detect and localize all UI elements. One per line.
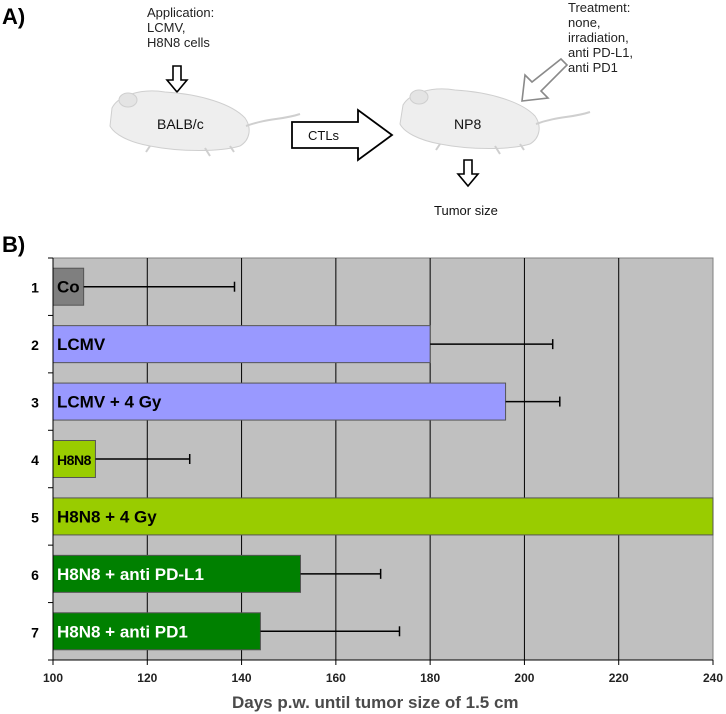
x-axis-label: Days p.w. until tumor size of 1.5 cm bbox=[232, 693, 519, 712]
x-tick-label: 120 bbox=[137, 671, 157, 685]
ctl-transfer-arrow-icon bbox=[291, 108, 394, 162]
mouse1-label: BALB/c bbox=[157, 116, 204, 132]
treatment-note: Treatment: none, irradiation, anti PD-L1… bbox=[568, 0, 634, 75]
row-number-label: 5 bbox=[31, 509, 39, 525]
axes: 100 120 140 160 180 200 220 240 1 2 3 4 5 6 7 bbox=[31, 257, 723, 685]
row-number-label: 4 bbox=[31, 452, 39, 468]
bars: Co LCMV LCMV + 4 Gy H8N8 H8N8 + 4 Gy H8N8 + a… bbox=[52, 267, 714, 651]
x-tick-label: 160 bbox=[326, 671, 346, 685]
row-number-label: 2 bbox=[31, 337, 39, 353]
x-tick-label: 180 bbox=[420, 671, 440, 685]
row-number-label: 7 bbox=[31, 624, 39, 640]
tumor-size-arrow-icon bbox=[456, 159, 480, 188]
bar-label: H8N8 bbox=[57, 452, 92, 468]
row-number-label: 3 bbox=[31, 395, 39, 411]
mouse2-label: NP8 bbox=[454, 116, 482, 132]
panel-a-label: A) bbox=[2, 4, 26, 29]
bar bbox=[52, 612, 261, 651]
bar-label: Co bbox=[57, 278, 80, 297]
application-arrow-icon bbox=[165, 65, 189, 94]
application-note: Application: LCMV, H8N8 cells bbox=[147, 5, 215, 50]
row-number-label: 1 bbox=[31, 280, 39, 296]
bar bbox=[52, 554, 301, 593]
mouse-balbc-icon bbox=[109, 90, 301, 157]
x-tick-label: 220 bbox=[609, 671, 629, 685]
bar-label: H8N8 + anti PD-L1 bbox=[57, 565, 204, 584]
row-number-label: 6 bbox=[31, 567, 39, 583]
bar-label: LCMV bbox=[57, 335, 106, 354]
bar bbox=[52, 440, 96, 478]
x-tick-label: 240 bbox=[703, 671, 723, 685]
bar bbox=[52, 497, 714, 536]
ctl-label: CTLs bbox=[308, 128, 340, 143]
x-tick-label: 100 bbox=[43, 671, 63, 685]
bar bbox=[52, 382, 507, 421]
panel-b-label: B) bbox=[2, 232, 26, 257]
x-tick-label: 140 bbox=[232, 671, 252, 685]
bar-label: LCMV + 4 Gy bbox=[57, 393, 162, 412]
bar bbox=[52, 325, 431, 364]
mouse-np8-icon bbox=[399, 88, 591, 155]
bar bbox=[52, 267, 85, 306]
treatment-arrow-icon bbox=[521, 57, 569, 102]
x-tick-label: 200 bbox=[514, 671, 534, 685]
bar-label: H8N8 + anti PD1 bbox=[57, 622, 188, 641]
bar-label: H8N8 + 4 Gy bbox=[57, 507, 157, 526]
tumor-size-label: Tumor size bbox=[434, 203, 498, 218]
